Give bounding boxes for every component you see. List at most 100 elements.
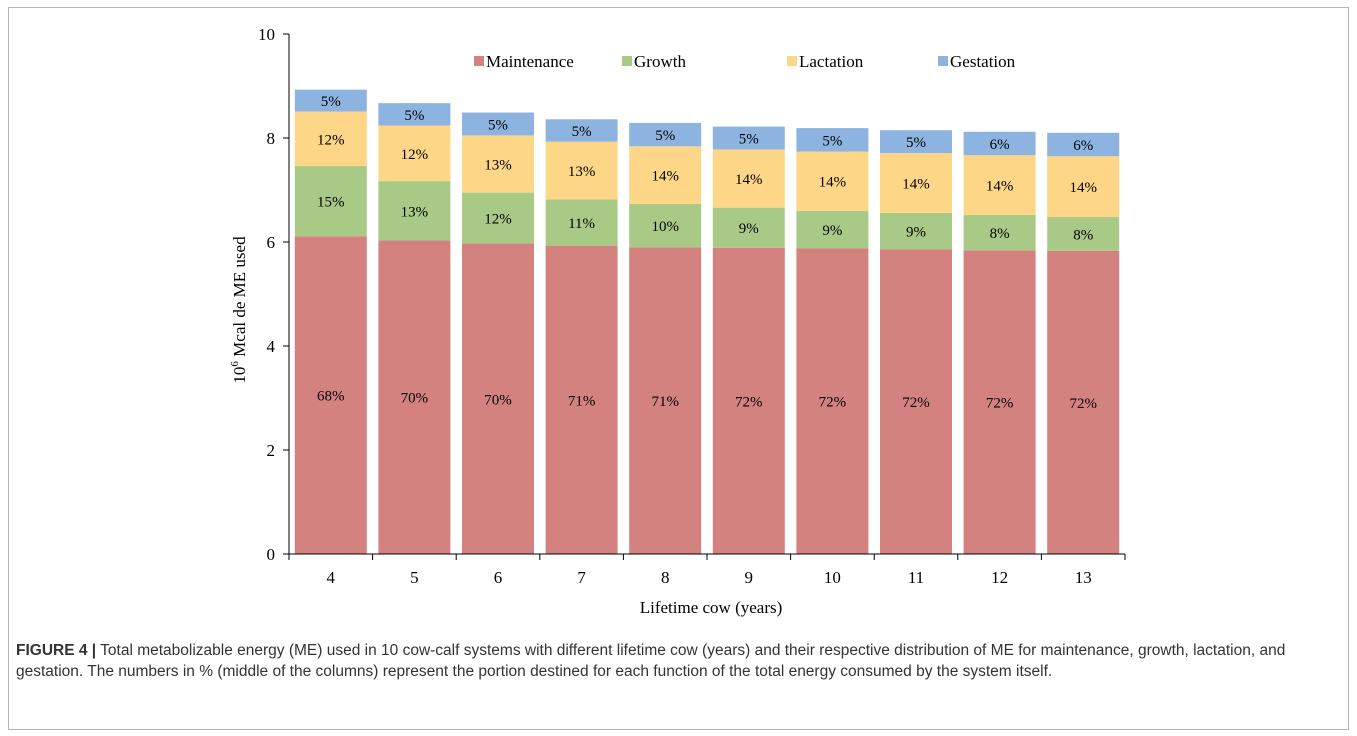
y-tick-label-6: 6 xyxy=(267,233,276,252)
caption-text: Total metabolizable energy (ME) used in … xyxy=(16,642,1286,680)
data-label-lactation-7: 13% xyxy=(568,164,596,180)
data-label-growth-12: 8% xyxy=(990,226,1010,242)
stacked-bar-chart: 68%15%12%5%70%13%12%5%70%12%13%5%71%11%1… xyxy=(229,25,1126,617)
x-axis-label: Lifetime cow (years) xyxy=(640,598,783,617)
legend-swatch-lactation xyxy=(787,56,797,66)
data-label-gestation-10: 5% xyxy=(822,133,842,149)
figure-caption: FIGURE 4 | Total metabolizable energy (M… xyxy=(16,640,1336,682)
bar-lactation-10 xyxy=(796,151,869,211)
data-label-gestation-7: 5% xyxy=(572,124,592,140)
bar-lactation-8 xyxy=(629,146,702,205)
x-tick-label-5: 5 xyxy=(410,568,419,587)
bar-maintenance-13 xyxy=(1047,250,1120,554)
bar-gestation-4 xyxy=(294,89,367,112)
data-label-maintenance-9: 72% xyxy=(735,394,763,410)
y-tick-label-0: 0 xyxy=(267,545,276,564)
bar-growth-9 xyxy=(712,207,785,248)
bar-growth-7 xyxy=(545,199,618,246)
bar-lactation-11 xyxy=(880,153,952,213)
bar-growth-6 xyxy=(462,192,534,244)
bar-growth-4 xyxy=(294,166,367,237)
bar-growth-12 xyxy=(963,214,1036,251)
data-label-gestation-4: 5% xyxy=(321,94,341,110)
data-label-maintenance-4: 68% xyxy=(317,389,345,405)
bar-gestation-5 xyxy=(378,103,451,126)
data-label-maintenance-7: 71% xyxy=(568,393,596,409)
y-tick-label-8: 8 xyxy=(267,129,276,148)
bar-maintenance-5 xyxy=(378,240,451,554)
data-label-maintenance-6: 70% xyxy=(484,392,512,408)
data-label-lactation-13: 14% xyxy=(1069,180,1097,196)
bar-maintenance-8 xyxy=(629,247,702,554)
bar-gestation-13 xyxy=(1047,132,1120,157)
data-label-lactation-6: 13% xyxy=(484,158,512,174)
data-label-gestation-5: 5% xyxy=(404,108,424,124)
bar-gestation-11 xyxy=(880,130,952,154)
legend-label-gestation: Gestation xyxy=(950,52,1016,71)
bar-lactation-12 xyxy=(963,155,1036,215)
legend-swatch-growth xyxy=(622,56,632,66)
bar-gestation-7 xyxy=(545,119,618,142)
x-tick-label-7: 7 xyxy=(577,568,586,587)
bar-maintenance-9 xyxy=(712,247,785,554)
bar-lactation-7 xyxy=(545,141,618,200)
data-label-lactation-9: 14% xyxy=(735,172,763,188)
x-tick-label-10: 10 xyxy=(824,568,841,587)
data-label-growth-13: 8% xyxy=(1073,227,1093,243)
bar-maintenance-10 xyxy=(796,248,869,555)
y-tick-label-2: 2 xyxy=(267,441,276,460)
y-axis-label: 106 Mcal de ME used xyxy=(229,236,249,384)
data-label-gestation-8: 5% xyxy=(655,128,675,144)
data-label-maintenance-10: 72% xyxy=(819,395,847,411)
bar-maintenance-4 xyxy=(294,236,367,554)
legend-label-maintenance: Maintenance xyxy=(486,52,574,71)
data-label-gestation-6: 5% xyxy=(488,117,508,133)
data-label-gestation-13: 6% xyxy=(1073,138,1093,154)
data-label-growth-9: 9% xyxy=(739,221,759,237)
bar-lactation-6 xyxy=(462,135,534,193)
x-tick-label-11: 11 xyxy=(908,568,924,587)
bar-growth-13 xyxy=(1047,217,1120,251)
data-label-gestation-11: 5% xyxy=(906,135,926,151)
bar-maintenance-11 xyxy=(880,249,952,554)
data-label-lactation-12: 14% xyxy=(986,179,1014,195)
legend-label-lactation: Lactation xyxy=(799,52,864,71)
x-tick-label-12: 12 xyxy=(991,568,1008,587)
x-tick-label-13: 13 xyxy=(1075,568,1092,587)
data-label-growth-11: 9% xyxy=(906,225,926,241)
x-tick-label-8: 8 xyxy=(661,568,670,587)
x-tick-label-6: 6 xyxy=(494,568,503,587)
plot-area: 68%15%12%5%70%13%12%5%70%12%13%5%71%11%1… xyxy=(258,25,1126,587)
figure-label: FIGURE 4 | xyxy=(16,642,97,659)
data-label-maintenance-12: 72% xyxy=(986,396,1014,412)
bar-lactation-13 xyxy=(1047,156,1120,218)
bar-lactation-4 xyxy=(294,111,367,167)
bar-growth-10 xyxy=(796,210,869,249)
data-label-growth-7: 11% xyxy=(568,216,595,232)
bar-maintenance-12 xyxy=(963,250,1036,554)
legend-swatch-gestation xyxy=(938,56,948,66)
data-label-gestation-12: 6% xyxy=(990,137,1010,153)
data-label-maintenance-11: 72% xyxy=(902,395,930,411)
bar-maintenance-7 xyxy=(545,245,618,554)
data-label-maintenance-8: 71% xyxy=(651,394,679,410)
data-label-lactation-8: 14% xyxy=(651,169,679,185)
data-label-maintenance-5: 70% xyxy=(401,391,429,407)
data-label-growth-6: 12% xyxy=(484,212,512,228)
bar-gestation-6 xyxy=(462,112,534,136)
data-label-growth-10: 9% xyxy=(822,223,842,239)
data-label-maintenance-13: 72% xyxy=(1069,396,1097,412)
bar-gestation-9 xyxy=(712,126,785,150)
bar-growth-11 xyxy=(880,212,952,250)
data-label-lactation-10: 14% xyxy=(819,175,847,191)
data-label-lactation-11: 14% xyxy=(902,176,930,192)
data-label-lactation-4: 12% xyxy=(317,132,345,148)
legend-label-growth: Growth xyxy=(634,52,686,71)
data-label-gestation-9: 5% xyxy=(739,132,759,148)
data-label-growth-5: 13% xyxy=(401,204,429,220)
bar-lactation-5 xyxy=(378,125,451,182)
data-label-growth-4: 15% xyxy=(317,195,345,211)
bar-growth-8 xyxy=(629,204,702,248)
bar-gestation-8 xyxy=(629,122,702,147)
y-tick-label-10: 10 xyxy=(258,25,275,44)
